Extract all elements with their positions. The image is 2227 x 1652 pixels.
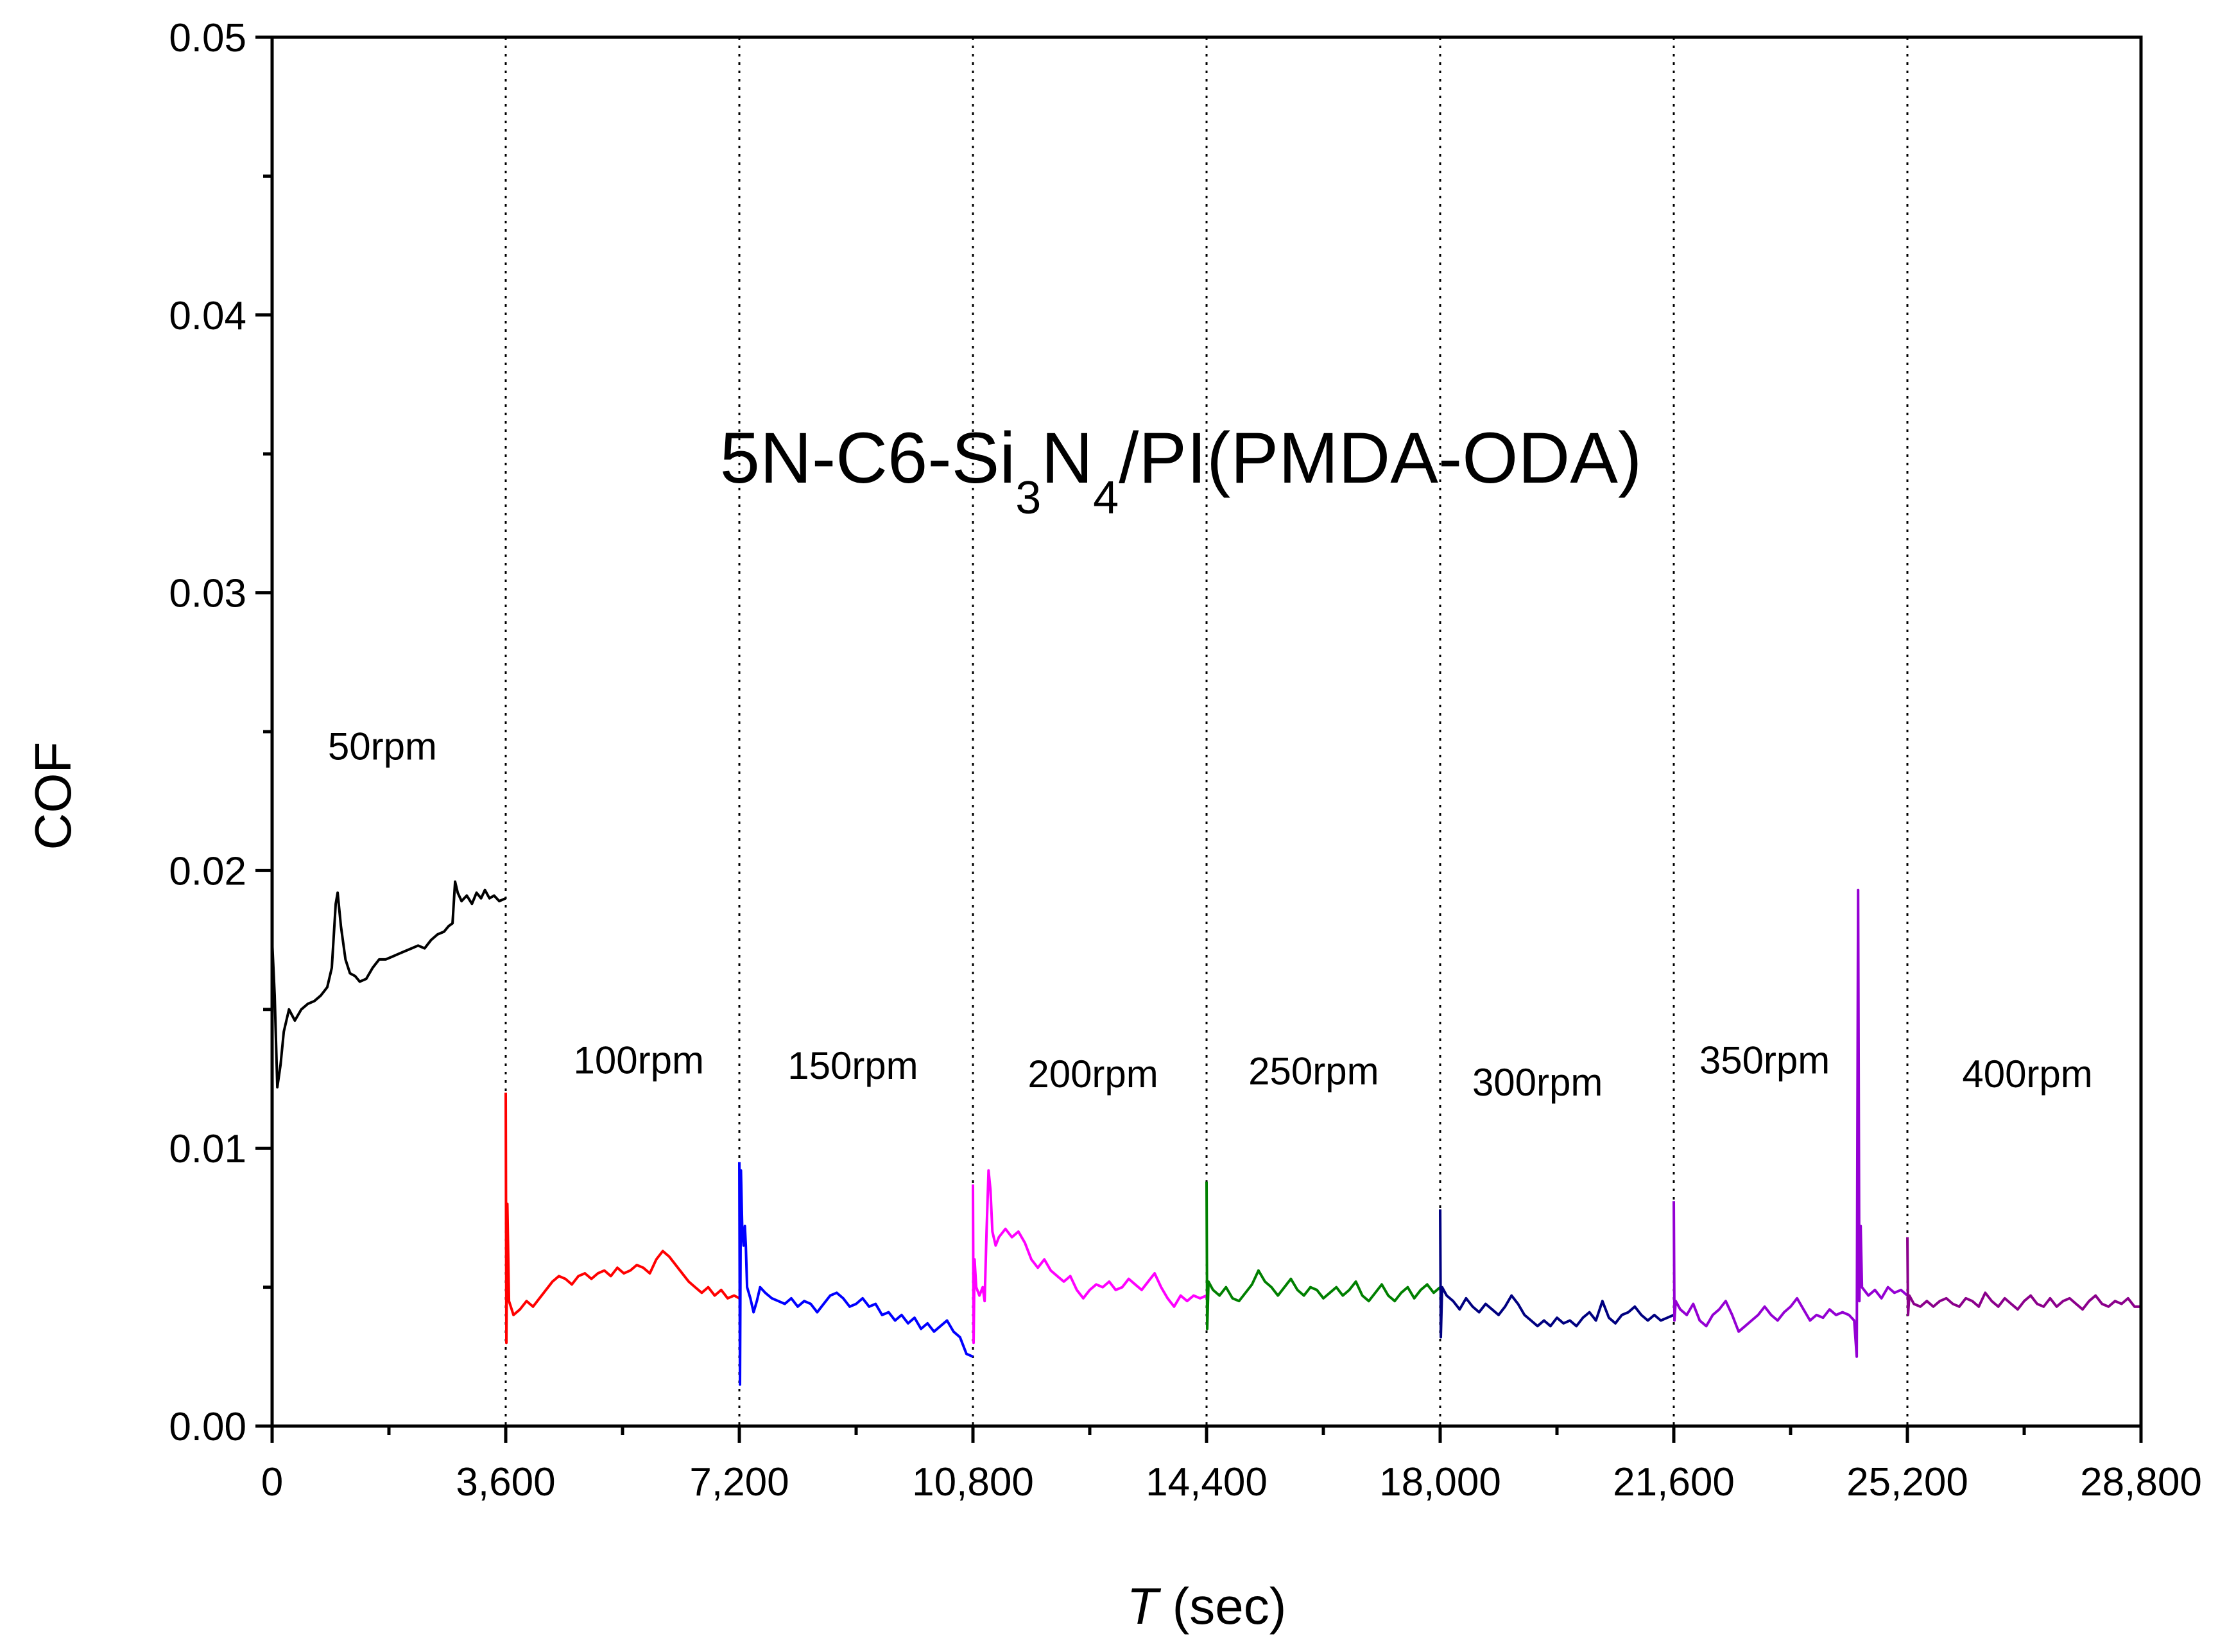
- segment-dividers: [504, 37, 1909, 1426]
- x-tick-label: 3,600: [456, 1460, 555, 1504]
- series-line-250rpm: [1205, 1182, 1441, 1330]
- y-tick-label: 0.04: [169, 294, 246, 338]
- axis-ticks: 0 3,600 7,200 10,800 14,400 18,000 21,600 25,20…: [169, 16, 2201, 1504]
- series-line-50rpm: [271, 880, 506, 1088]
- segment-label-400rpm: 400rpm: [1962, 1053, 2092, 1096]
- series-line-400rpm: [1906, 1237, 2141, 1316]
- x-tick-label: 21,600: [1613, 1460, 1735, 1504]
- segment-label-300rpm: 300rpm: [1472, 1061, 1603, 1104]
- y-tick-label: 0.05: [169, 16, 246, 60]
- segment-label-350rpm: 350rpm: [1699, 1038, 1830, 1081]
- x-tick-label: 18,000: [1379, 1460, 1501, 1504]
- y-tick-label: 0.01: [169, 1127, 246, 1171]
- x-tick-label: 25,200: [1846, 1460, 1968, 1504]
- segment-labels: 50rpm 100rpm 150rpm 200rpm 250rpm 300rpm 350rp…: [328, 725, 2093, 1104]
- series-line-350rpm: [1672, 888, 1909, 1358]
- segment-label-50rpm: 50rpm: [328, 725, 437, 768]
- segment-label-150rpm: 150rpm: [787, 1044, 918, 1087]
- y-tick-label: 0.02: [169, 849, 246, 893]
- y-tick-label: 0.00: [169, 1405, 246, 1449]
- series-line-150rpm: [738, 1162, 974, 1386]
- series-line-100rpm: [504, 1092, 740, 1345]
- x-tick-label: 0: [261, 1460, 283, 1504]
- y-tick-label: 0.03: [169, 572, 246, 616]
- data-series: [271, 880, 2141, 1386]
- x-tick-label: 14,400: [1146, 1460, 1268, 1504]
- x-tick-label: 7,200: [689, 1460, 789, 1504]
- x-axis-title: T (sec): [1127, 1578, 1287, 1635]
- chart-title: 5N-C6-Si3N4/PI(PMDA-ODA): [720, 418, 1642, 524]
- series-line-200rpm: [972, 1169, 1207, 1345]
- segment-label-100rpm: 100rpm: [574, 1038, 704, 1081]
- x-tick-label: 10,800: [912, 1460, 1034, 1504]
- series-line-300rpm: [1439, 1209, 1674, 1339]
- y-axis-title: COF: [24, 742, 82, 850]
- segment-label-200rpm: 200rpm: [1028, 1053, 1158, 1096]
- segment-label-250rpm: 250rpm: [1248, 1050, 1379, 1093]
- x-tick-label: 28,800: [2080, 1460, 2202, 1504]
